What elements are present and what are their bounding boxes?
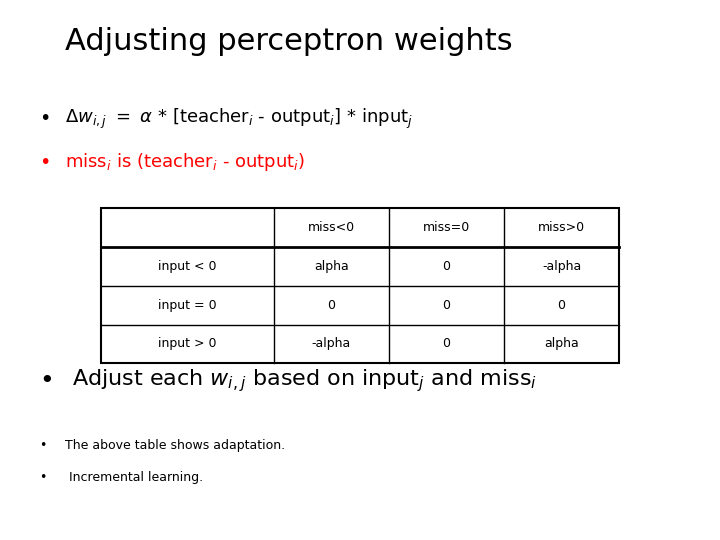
FancyBboxPatch shape [101, 208, 619, 363]
Text: Adjust each $w_{i,j}$ based on input$_j$ and miss$_i$: Adjust each $w_{i,j}$ based on input$_j$… [72, 367, 537, 394]
Text: -alpha: -alpha [312, 338, 351, 350]
Text: alpha: alpha [544, 338, 579, 350]
Text: alpha: alpha [314, 260, 348, 273]
Text: miss<0: miss<0 [307, 221, 355, 234]
Text: 0: 0 [327, 299, 336, 312]
Text: miss=0: miss=0 [423, 221, 470, 234]
Text: •: • [40, 152, 51, 172]
Text: input < 0: input < 0 [158, 260, 217, 273]
Text: Incremental learning.: Incremental learning. [65, 471, 203, 484]
Text: miss>0: miss>0 [538, 221, 585, 234]
Text: input > 0: input > 0 [158, 338, 217, 350]
Text: •: • [40, 439, 47, 452]
Text: The above table shows adaptation.: The above table shows adaptation. [65, 439, 285, 452]
Text: 0: 0 [557, 299, 566, 312]
Text: 0: 0 [442, 338, 451, 350]
Text: miss$_i$ is (teacher$_i$ - output$_i$): miss$_i$ is (teacher$_i$ - output$_i$) [65, 151, 305, 173]
Text: input = 0: input = 0 [158, 299, 217, 312]
Text: 0: 0 [442, 299, 451, 312]
Text: -alpha: -alpha [542, 260, 581, 273]
Text: Adjusting perceptron weights: Adjusting perceptron weights [65, 27, 513, 56]
Text: $\Delta w_{i,j}\ =\ \alpha$ * [teacher$_i$ - output$_i$] * input$_j$: $\Delta w_{i,j}\ =\ \alpha$ * [teacher$_… [65, 107, 413, 131]
Text: •: • [40, 109, 51, 129]
Text: 0: 0 [442, 260, 451, 273]
Text: •: • [40, 471, 47, 484]
Text: •: • [40, 369, 54, 393]
